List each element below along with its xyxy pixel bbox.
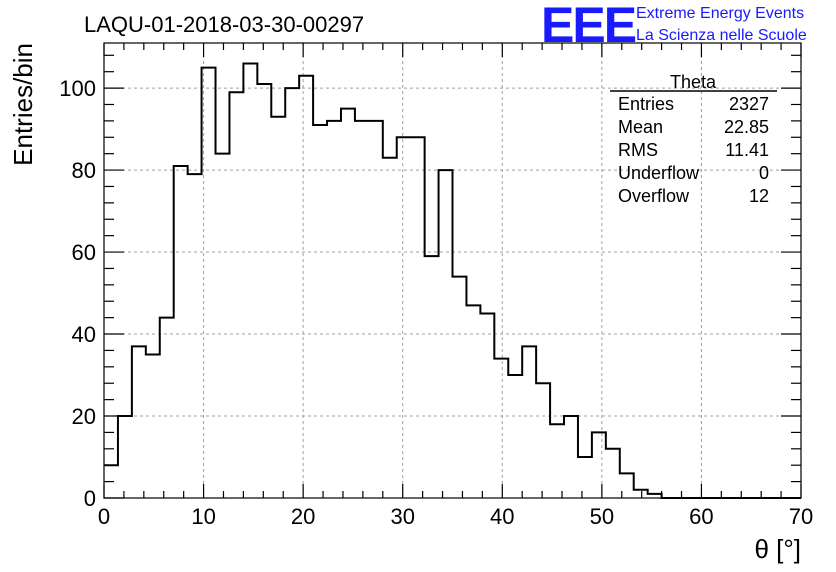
histogram-bin — [411, 137, 425, 498]
chart-title: LAQU-01-2018-03-30-00297 — [84, 12, 364, 37]
histogram-bin — [564, 416, 578, 498]
histogram-bin — [355, 121, 369, 498]
histogram-bin — [425, 256, 439, 498]
x-tick-label: 10 — [191, 504, 215, 529]
histogram-bin — [439, 170, 453, 498]
histogram-bin — [383, 158, 397, 498]
y-axis-label: Entries/bin — [8, 43, 38, 166]
y-tick-label: 100 — [59, 76, 96, 101]
histogram-bin — [132, 346, 146, 498]
histogram-bin — [341, 109, 355, 498]
logo-line-1: Extreme Energy Events — [636, 5, 804, 22]
stats-title: Theta — [670, 72, 717, 92]
stats-label: Mean — [618, 117, 663, 137]
histogram-bin — [271, 117, 285, 498]
stats-label: Entries — [618, 94, 674, 114]
histogram-bin — [216, 154, 230, 498]
histogram-bin — [160, 318, 174, 498]
x-axis-label: θ [°] — [754, 534, 801, 564]
x-tick-label: 60 — [689, 504, 713, 529]
histogram-bin — [522, 346, 536, 498]
stats-rows: Entries 2327 Mean 22.85 RMS 11.41 Underflow 0 Ov… — [618, 94, 769, 206]
histogram-bin — [299, 76, 313, 498]
x-tick-label: 40 — [490, 504, 514, 529]
stats-label: RMS — [618, 140, 658, 160]
histogram-bin — [327, 121, 341, 498]
histogram-bin — [174, 166, 188, 498]
histogram-bin — [480, 314, 494, 498]
histogram-bin — [578, 457, 592, 498]
histogram-series — [104, 62, 801, 499]
y-tick-label: 0 — [84, 486, 96, 511]
x-tick-labels: 0 10 20 30 40 50 60 70 — [98, 504, 813, 529]
stats-value: 12 — [749, 186, 769, 206]
histogram-bin — [202, 68, 216, 498]
histogram-bin — [648, 494, 662, 498]
plot-frame — [103, 42, 802, 499]
stats-value: 11.41 — [725, 140, 769, 160]
histogram-bin — [397, 137, 411, 498]
y-tick-label: 60 — [72, 240, 96, 265]
histogram-bin — [118, 416, 132, 498]
histogram-bin — [369, 121, 383, 498]
stats-label: Overflow — [618, 186, 690, 206]
stats-label: Underflow — [618, 163, 700, 183]
histogram-bin — [453, 277, 467, 498]
histogram-bin — [494, 359, 508, 498]
histogram-bin — [466, 305, 480, 498]
y-tick-labels: 0 20 40 60 80 100 — [59, 76, 96, 511]
stats-value: 22.85 — [724, 117, 769, 137]
histogram-bin — [634, 490, 648, 498]
x-tick-label: 30 — [390, 504, 414, 529]
histogram-bin — [550, 424, 564, 498]
histogram-bin — [606, 449, 620, 498]
x-tick-label: 70 — [789, 504, 813, 529]
stats-value: 2327 — [729, 94, 769, 114]
y-tick-label: 20 — [72, 404, 96, 429]
histogram-bin — [243, 63, 257, 498]
stats-box: Theta Entries 2327 Mean 22.85 RMS 11.41 Underf… — [610, 72, 777, 206]
histogram-bin — [592, 432, 606, 498]
y-tick-label: 40 — [72, 322, 96, 347]
logo-line-2: La Scienza nelle Scuole — [636, 27, 807, 44]
x-tick-label: 0 — [98, 504, 110, 529]
histogram-outline — [104, 62, 801, 499]
histogram-bin — [285, 88, 299, 498]
histogram-bin — [146, 355, 160, 498]
x-tick-label: 50 — [590, 504, 614, 529]
histogram-bin — [257, 84, 271, 498]
axis-ticks — [103, 43, 802, 499]
histogram-bin — [313, 125, 327, 498]
x-tick-label: 20 — [291, 504, 315, 529]
histogram-bin — [508, 375, 522, 498]
histogram-bin — [229, 92, 243, 498]
histogram-bin — [536, 383, 550, 498]
histogram-bin — [188, 174, 202, 498]
grid-lines — [104, 43, 801, 498]
stats-value: 0 — [759, 163, 769, 183]
eee-logo: EEE Extreme Energy Events La Scienza nel… — [541, 0, 807, 53]
y-tick-label: 80 — [72, 158, 96, 183]
